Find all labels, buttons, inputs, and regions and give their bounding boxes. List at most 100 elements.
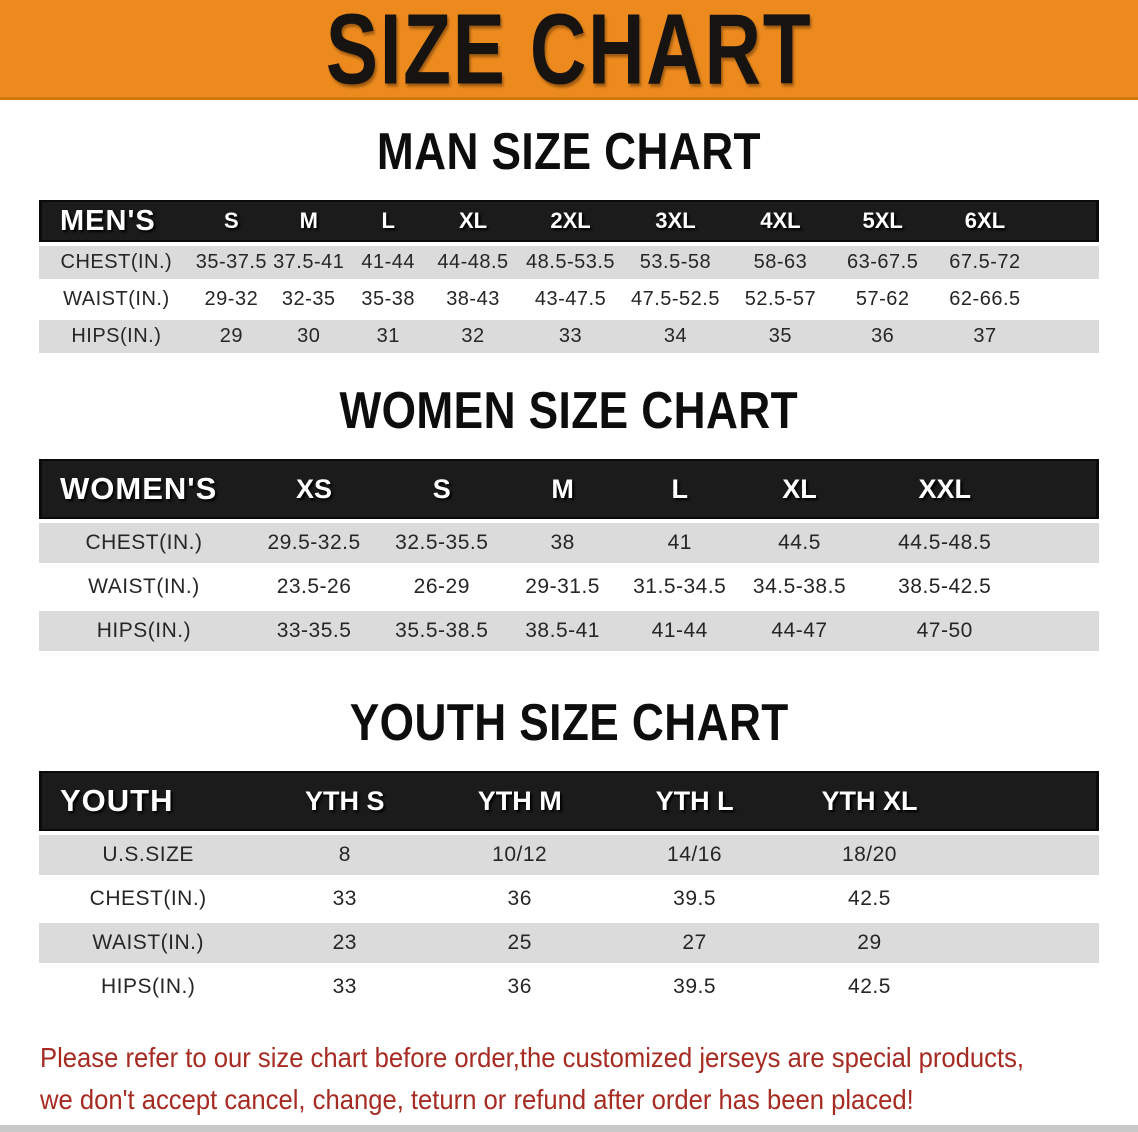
measurement-label: HIPS(IN.) <box>39 320 194 353</box>
measurement-value: 34 <box>623 320 728 353</box>
measurement-value: 38.5-41 <box>504 611 621 651</box>
measurement-value: 23 <box>257 923 433 963</box>
size-header: YTH L <box>607 771 783 831</box>
measurement-label: CHEST(IN.) <box>39 523 249 563</box>
measurement-value: 39.5 <box>607 967 783 1007</box>
measurement-value: 41-44 <box>348 246 428 279</box>
measurement-value: 33 <box>257 967 433 1007</box>
table-row: CHEST(IN.) 33 36 39.5 42.5 <box>39 879 1099 919</box>
measurement-value: 29.5-32.5 <box>248 523 380 563</box>
measurement-value: 29 <box>193 320 269 353</box>
header-row: MEN'S S M L XL 2XL 3XL 4XL 5XL 6XL <box>39 200 1099 242</box>
measurement-value: 38.5-42.5 <box>860 567 1029 607</box>
men-table-header: MEN'S S M L XL 2XL 3XL 4XL 5XL 6XL <box>39 200 1099 242</box>
measurement-value: 42.5 <box>782 967 957 1007</box>
measurement-value: 33-35.5 <box>248 611 380 651</box>
women-size-table: WOMEN'S XS S M L XL XXL CHEST(IN.) 29.5-32.5 32.… <box>39 455 1099 655</box>
men-table-body: CHEST(IN.) 35-37.5 37.5-41 41-44 44-48.5 48.5… <box>39 246 1099 353</box>
size-header: 4XL <box>727 200 833 242</box>
measurement-value: 26-29 <box>379 567 505 607</box>
measurement-value: 27 <box>607 923 783 963</box>
men-size-table: MEN'S S M L XL 2XL 3XL 4XL 5XL 6XL CHEST(IN.) 35-3… <box>39 196 1099 357</box>
table-row: WAIST(IN.) 23 25 27 29 <box>39 923 1099 963</box>
measurement-value: 37.5-41 <box>269 246 349 279</box>
measurement-value: 36 <box>432 967 608 1007</box>
measurement-value: 31.5-34.5 <box>620 567 739 607</box>
measurement-value: 39.5 <box>607 879 783 919</box>
measurement-value: 57-62 <box>832 283 933 316</box>
measurement-value: 8 <box>257 835 433 875</box>
disclaimer-line-2: we don't accept cancel, change, teturn o… <box>40 1084 914 1115</box>
table-row: HIPS(IN.) 33 36 39.5 42.5 <box>39 967 1099 1007</box>
size-header: XL <box>427 200 519 242</box>
youth-table-body: U.S.SIZE 8 10/12 14/16 18/20 CHEST(IN.) 33 36 39… <box>39 835 1099 1007</box>
size-header <box>956 771 1099 831</box>
size-header: M <box>504 459 621 519</box>
measurement-label: U.S.SIZE <box>39 835 258 875</box>
group-label: YOUTH <box>39 771 258 831</box>
measurement-value <box>956 835 1099 875</box>
measurement-value: 58-63 <box>727 246 833 279</box>
measurement-value: 38 <box>504 523 621 563</box>
measurement-value: 36 <box>432 879 608 919</box>
youth-table-header: YOUTH YTH S YTH M YTH L YTH XL <box>39 771 1099 831</box>
size-header: YTH M <box>432 771 608 831</box>
men-section-title: MAN SIZE CHART <box>376 123 762 181</box>
disclaimer: Please refer to our size chart before or… <box>40 1037 1138 1121</box>
size-header: XS <box>248 459 380 519</box>
measurement-value: 33 <box>518 320 623 353</box>
measurement-value: 42.5 <box>782 879 957 919</box>
measurement-value: 37 <box>932 320 1038 353</box>
measurement-value: 33 <box>257 879 433 919</box>
measurement-value: 41 <box>620 523 739 563</box>
size-header <box>1037 200 1099 242</box>
measurement-value: 35-38 <box>348 283 428 316</box>
measurement-value <box>1029 611 1099 651</box>
measurement-value <box>1037 283 1099 316</box>
measurement-value: 35-37.5 <box>193 246 269 279</box>
measurement-value <box>956 967 1099 1007</box>
measurement-value: 41-44 <box>620 611 739 651</box>
measurement-value <box>956 879 1099 919</box>
banner-title: SIZE CHART <box>325 0 813 100</box>
size-header: L <box>620 459 739 519</box>
youth-section-title: YOUTH SIZE CHART <box>349 694 789 752</box>
measurement-value <box>1037 320 1099 353</box>
banner: SIZE CHART <box>0 0 1138 100</box>
size-header: S <box>379 459 505 519</box>
measurement-value: 44.5-48.5 <box>860 523 1029 563</box>
measurement-value: 35.5-38.5 <box>379 611 505 651</box>
size-header: XL <box>738 459 861 519</box>
measurement-value: 48.5-53.5 <box>518 246 623 279</box>
measurement-label: WAIST(IN.) <box>39 567 249 607</box>
size-header: 5XL <box>832 200 933 242</box>
measurement-value: 47.5-52.5 <box>623 283 728 316</box>
measurement-value: 47-50 <box>860 611 1029 651</box>
table-row: HIPS(IN.) 29 30 31 32 33 34 35 36 37 <box>39 320 1099 353</box>
measurement-value: 38-43 <box>427 283 519 316</box>
measurement-value: 44.5 <box>738 523 861 563</box>
women-table-header: WOMEN'S XS S M L XL XXL <box>39 459 1099 519</box>
measurement-value <box>1037 246 1099 279</box>
measurement-value <box>1029 567 1099 607</box>
measurement-value <box>956 923 1099 963</box>
header-row: WOMEN'S XS S M L XL XXL <box>39 459 1099 519</box>
table-row: U.S.SIZE 8 10/12 14/16 18/20 <box>39 835 1099 875</box>
size-header: S <box>193 200 269 242</box>
measurement-value: 29 <box>782 923 957 963</box>
measurement-value: 53.5-58 <box>623 246 728 279</box>
measurement-label: CHEST(IN.) <box>39 246 194 279</box>
measurement-value: 44-47 <box>738 611 861 651</box>
size-header: M <box>269 200 349 242</box>
measurement-value: 62-66.5 <box>932 283 1038 316</box>
measurement-value: 32.5-35.5 <box>379 523 505 563</box>
bottom-edge-strip <box>0 1125 1138 1132</box>
disclaimer-line-1: Please refer to our size chart before or… <box>40 1042 1025 1073</box>
measurement-value: 31 <box>348 320 428 353</box>
table-row: CHEST(IN.) 29.5-32.5 32.5-35.5 38 41 44.5 44.5… <box>39 523 1099 563</box>
measurement-label: WAIST(IN.) <box>39 283 194 316</box>
measurement-value: 32-35 <box>269 283 349 316</box>
women-table-body: CHEST(IN.) 29.5-32.5 32.5-35.5 38 41 44.5 44.5… <box>39 523 1099 651</box>
measurement-value <box>1029 523 1099 563</box>
size-header: XXL <box>860 459 1029 519</box>
